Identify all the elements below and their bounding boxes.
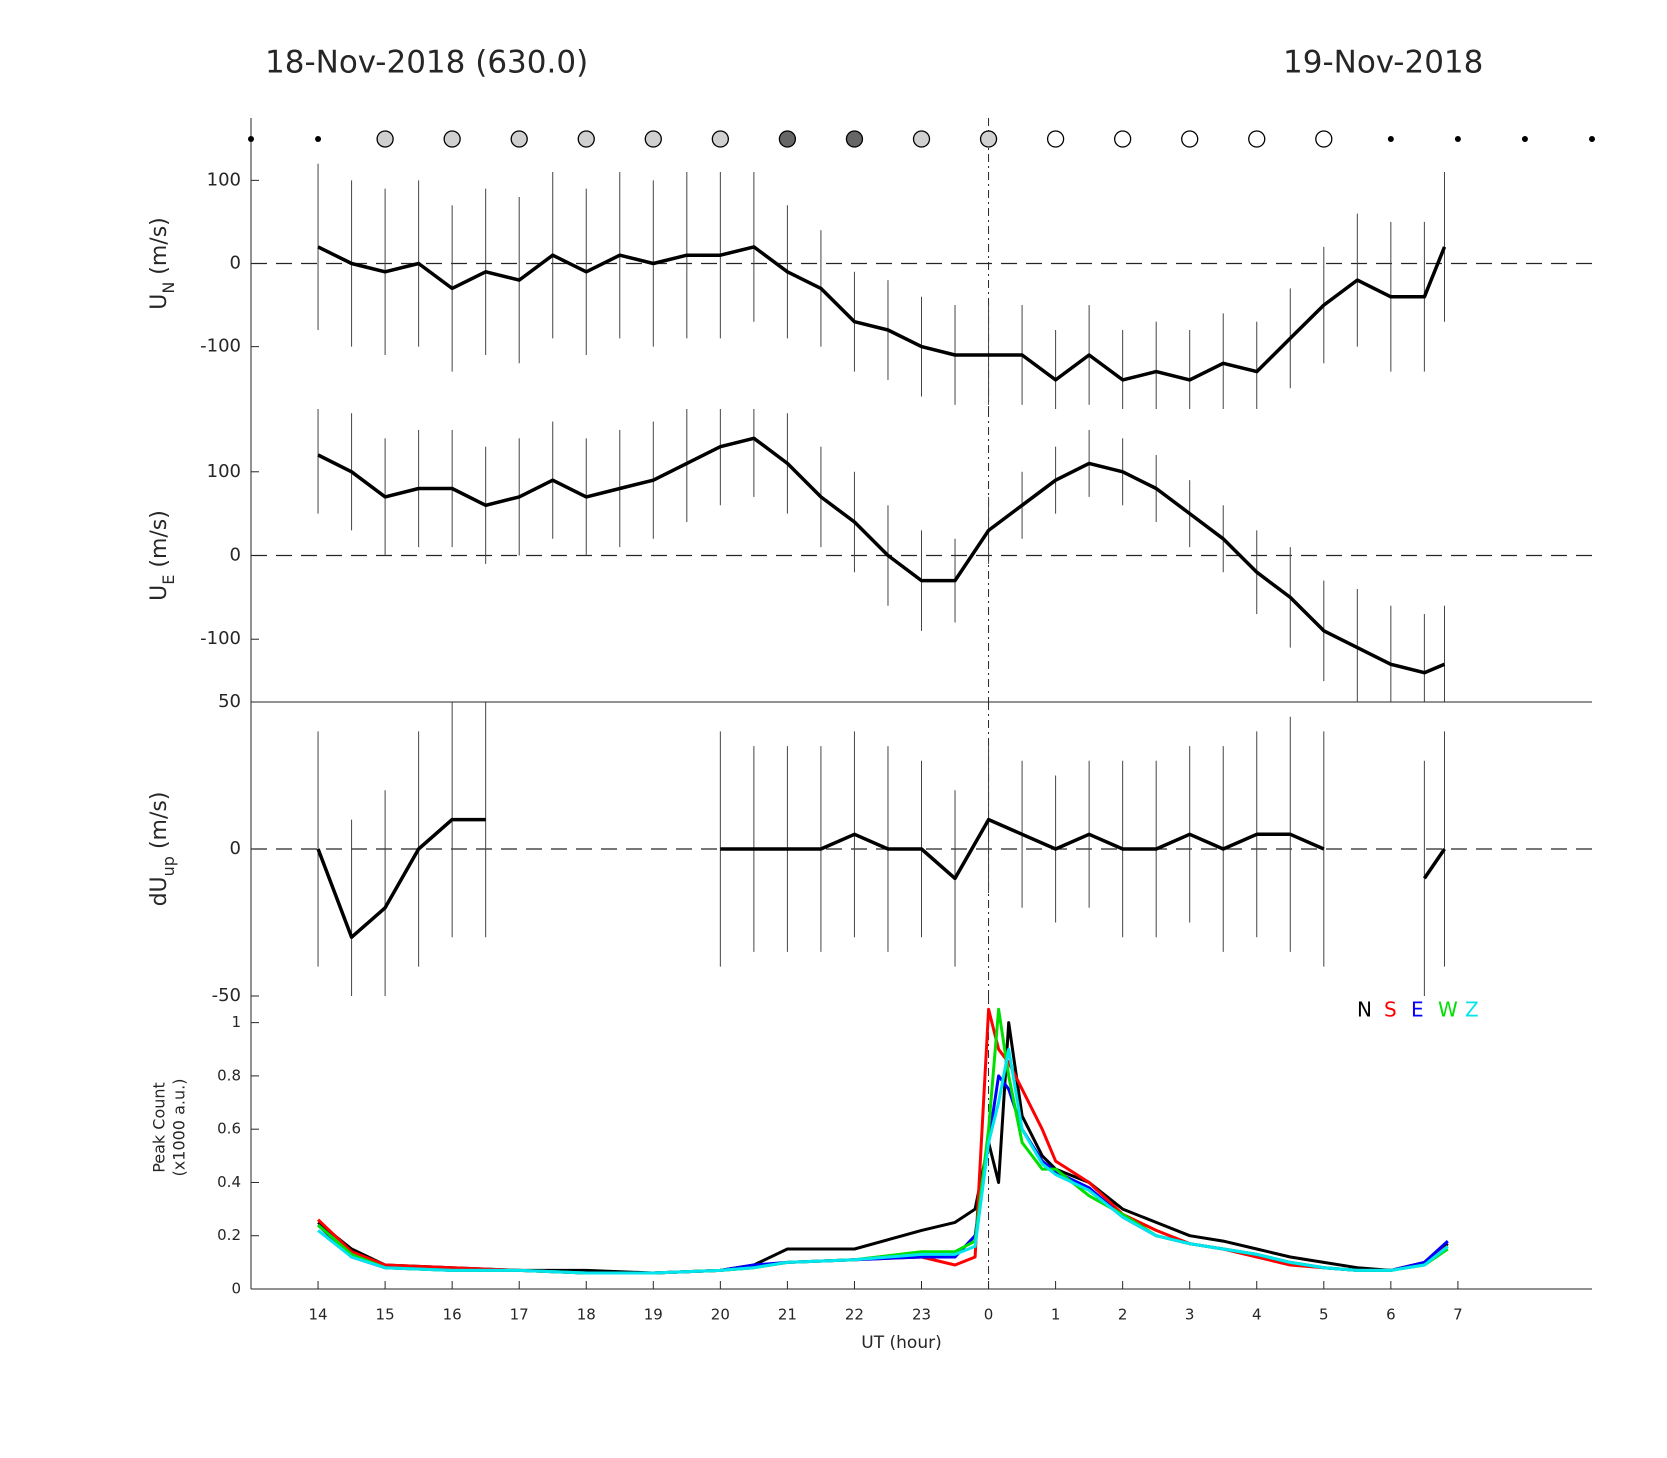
- y-tick-label: 0.6: [217, 1120, 241, 1138]
- status-marker: [1387, 136, 1394, 142]
- date-left: 18-Nov-2018 (630.0): [265, 45, 588, 81]
- x-tick-label: 6: [1386, 1306, 1396, 1324]
- status-marker: [376, 130, 394, 148]
- x-tick-label: 0: [984, 1306, 994, 1324]
- y-tick-label: 0: [231, 1280, 241, 1298]
- data-line: [316, 817, 1446, 939]
- x-tick-label: 15: [376, 1306, 395, 1324]
- y-tick-label: -100: [200, 336, 241, 357]
- x-tick-label: 22: [845, 1306, 864, 1324]
- legend-entry: W: [1438, 998, 1458, 1022]
- y-tick-label: 0.2: [217, 1226, 241, 1244]
- y-axis-label-part: up: [159, 856, 178, 876]
- status-marker: [1181, 130, 1199, 148]
- status-marker: [912, 130, 931, 148]
- y-tick-label: 0: [230, 545, 241, 566]
- data-line: [317, 1074, 1449, 1275]
- legend-entry: E: [1411, 998, 1424, 1022]
- legend-entry: S: [1384, 998, 1397, 1022]
- y-axis-label: UN (m/s): [147, 217, 178, 310]
- legend-entry: N: [1357, 998, 1372, 1022]
- status-marker: [577, 130, 595, 148]
- y-axis-label: (x1000 a.u.): [170, 1079, 189, 1177]
- y-axis-label: UE (m/s): [147, 510, 178, 601]
- y-axis-label-part: E: [159, 575, 178, 585]
- data-line: [317, 1047, 1449, 1275]
- y-axis-label: Peak Count: [150, 1082, 169, 1173]
- status-marker: [979, 130, 998, 148]
- status-marker: [1454, 136, 1461, 142]
- status-marker: [1114, 130, 1132, 148]
- date-right: 19-Nov-2018: [1283, 45, 1483, 81]
- y-axis-label-part: (m/s): [147, 792, 172, 856]
- x-axis-label: UT (hour): [861, 1333, 941, 1353]
- panel: -100 0 100 UE (m/s): [147, 409, 1592, 702]
- y-axis-label-part: (m/s): [147, 510, 172, 574]
- y-axis-label-part: U: [147, 294, 172, 310]
- y-tick-label: 100: [207, 461, 241, 482]
- y-tick-label: 0.8: [217, 1066, 241, 1084]
- status-marker: [1248, 130, 1266, 148]
- data-line: [317, 1007, 1449, 1275]
- status-marker: [1315, 130, 1333, 148]
- status-marker: [644, 130, 662, 148]
- y-tick-label: 1: [231, 1013, 241, 1031]
- x-tick-label: 7: [1453, 1306, 1463, 1324]
- y-axis-label-part: N: [159, 282, 178, 294]
- y-axis-label-part: dU: [147, 876, 172, 906]
- x-tick-label: 16: [443, 1306, 462, 1324]
- y-axis-label: dUup (m/s): [147, 792, 178, 907]
- status-marker: [845, 130, 864, 148]
- data-line: [317, 436, 1446, 675]
- panel: -100 0 100 UN (m/s): [147, 118, 1595, 409]
- status-marker: [711, 130, 729, 148]
- x-tick-label: 4: [1252, 1306, 1262, 1324]
- y-tick-label: 0: [230, 253, 241, 274]
- x-tick-label: 20: [711, 1306, 730, 1324]
- y-tick-label: -100: [200, 628, 241, 649]
- y-axis-label-part: U: [147, 585, 172, 601]
- y-tick-label: 100: [207, 169, 241, 190]
- x-tick-label: 1: [1051, 1306, 1061, 1324]
- legend-entry: Z: [1465, 998, 1479, 1022]
- data-line: [317, 245, 1447, 382]
- x-tick-label: 14: [309, 1306, 328, 1324]
- x-tick-label: 17: [510, 1306, 529, 1324]
- y-tick-label: 50: [218, 691, 241, 712]
- x-tick-label: 18: [577, 1306, 596, 1324]
- x-tick-label: 2: [1118, 1306, 1128, 1324]
- status-marker: [1046, 130, 1065, 148]
- status-marker: [778, 130, 797, 148]
- data-line: [317, 1021, 1449, 1275]
- panel: -50 0 50 dUup (m/s): [147, 691, 1592, 1006]
- status-marker: [443, 130, 461, 148]
- x-tick-label: 3: [1185, 1306, 1195, 1324]
- y-axis-label-part: (m/s): [147, 217, 172, 281]
- data-line: [317, 1007, 1449, 1275]
- x-tick-label: 23: [912, 1306, 931, 1324]
- x-tick-label: 21: [778, 1306, 797, 1324]
- y-tick-label: -50: [212, 985, 241, 1006]
- x-tick-label: 5: [1319, 1306, 1329, 1324]
- status-marker: [248, 136, 254, 142]
- x-tick-label: 19: [644, 1306, 663, 1324]
- y-tick-label: 0.4: [217, 1173, 241, 1191]
- status-marker: [1521, 136, 1528, 142]
- y-tick-label: 0: [230, 838, 241, 859]
- status-marker: [1589, 136, 1595, 142]
- status-marker: [315, 136, 322, 142]
- status-marker: [510, 130, 528, 148]
